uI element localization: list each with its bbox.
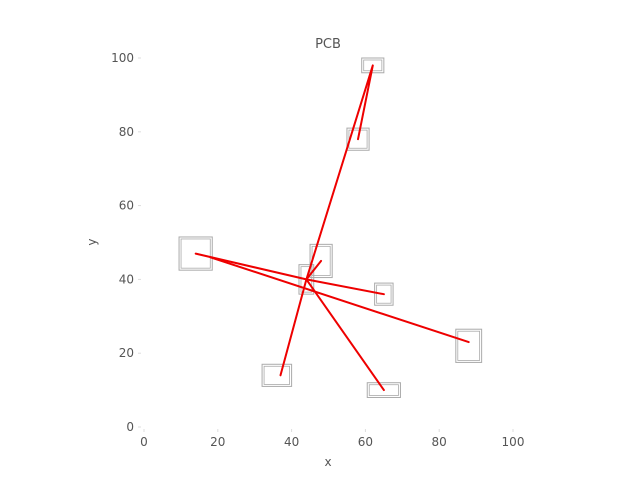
component-outline	[361, 57, 385, 74]
wire-1	[194, 252, 385, 296]
component-0	[361, 57, 385, 74]
wires-layer	[194, 64, 470, 392]
component-8	[366, 382, 401, 398]
component-7	[261, 363, 293, 387]
component-outline	[455, 328, 483, 363]
x-axis-label: x	[324, 455, 331, 469]
x-axis: 0 20 40 60 80 100	[140, 429, 524, 449]
y-tick-label: 80	[119, 125, 134, 139]
component-inner-outline	[368, 384, 399, 396]
component-2	[178, 236, 213, 271]
component-inner-outline	[180, 238, 211, 269]
x-tick-label: 60	[358, 435, 373, 449]
component-outline	[178, 236, 213, 271]
y-tick-label: 40	[119, 272, 134, 286]
component-inner-outline	[376, 284, 392, 304]
component-5	[374, 282, 394, 306]
wire-4	[305, 278, 385, 392]
x-tick-label: 100	[502, 435, 525, 449]
component-outline	[261, 363, 293, 387]
component-outline	[346, 127, 370, 151]
component-outline	[298, 264, 315, 295]
y-tick-label: 20	[119, 346, 134, 360]
component-inner-outline	[263, 365, 290, 385]
component-outline	[309, 243, 333, 279]
wire-0	[305, 64, 374, 281]
component-inner-outline	[363, 59, 383, 72]
y-tick-label: 0	[126, 420, 134, 434]
y-axis-label: y	[85, 238, 99, 245]
component-4	[298, 264, 315, 295]
y-tick-label: 60	[119, 199, 134, 213]
y-tick-label: 100	[111, 51, 134, 65]
y-axis: 0 20 40 60 80 100	[111, 51, 141, 434]
chart-title: PCB	[315, 37, 341, 52]
component-inner-outline	[457, 330, 481, 361]
components-layer	[178, 57, 483, 398]
x-tick-label: 40	[284, 435, 299, 449]
wire-2	[209, 256, 470, 344]
component-outline	[366, 382, 401, 398]
x-tick-label: 80	[432, 435, 447, 449]
x-tick-label: 0	[140, 435, 148, 449]
x-tick-label: 20	[210, 435, 225, 449]
component-outline	[374, 282, 394, 306]
component-6	[455, 328, 483, 363]
component-inner-outline	[300, 266, 313, 293]
